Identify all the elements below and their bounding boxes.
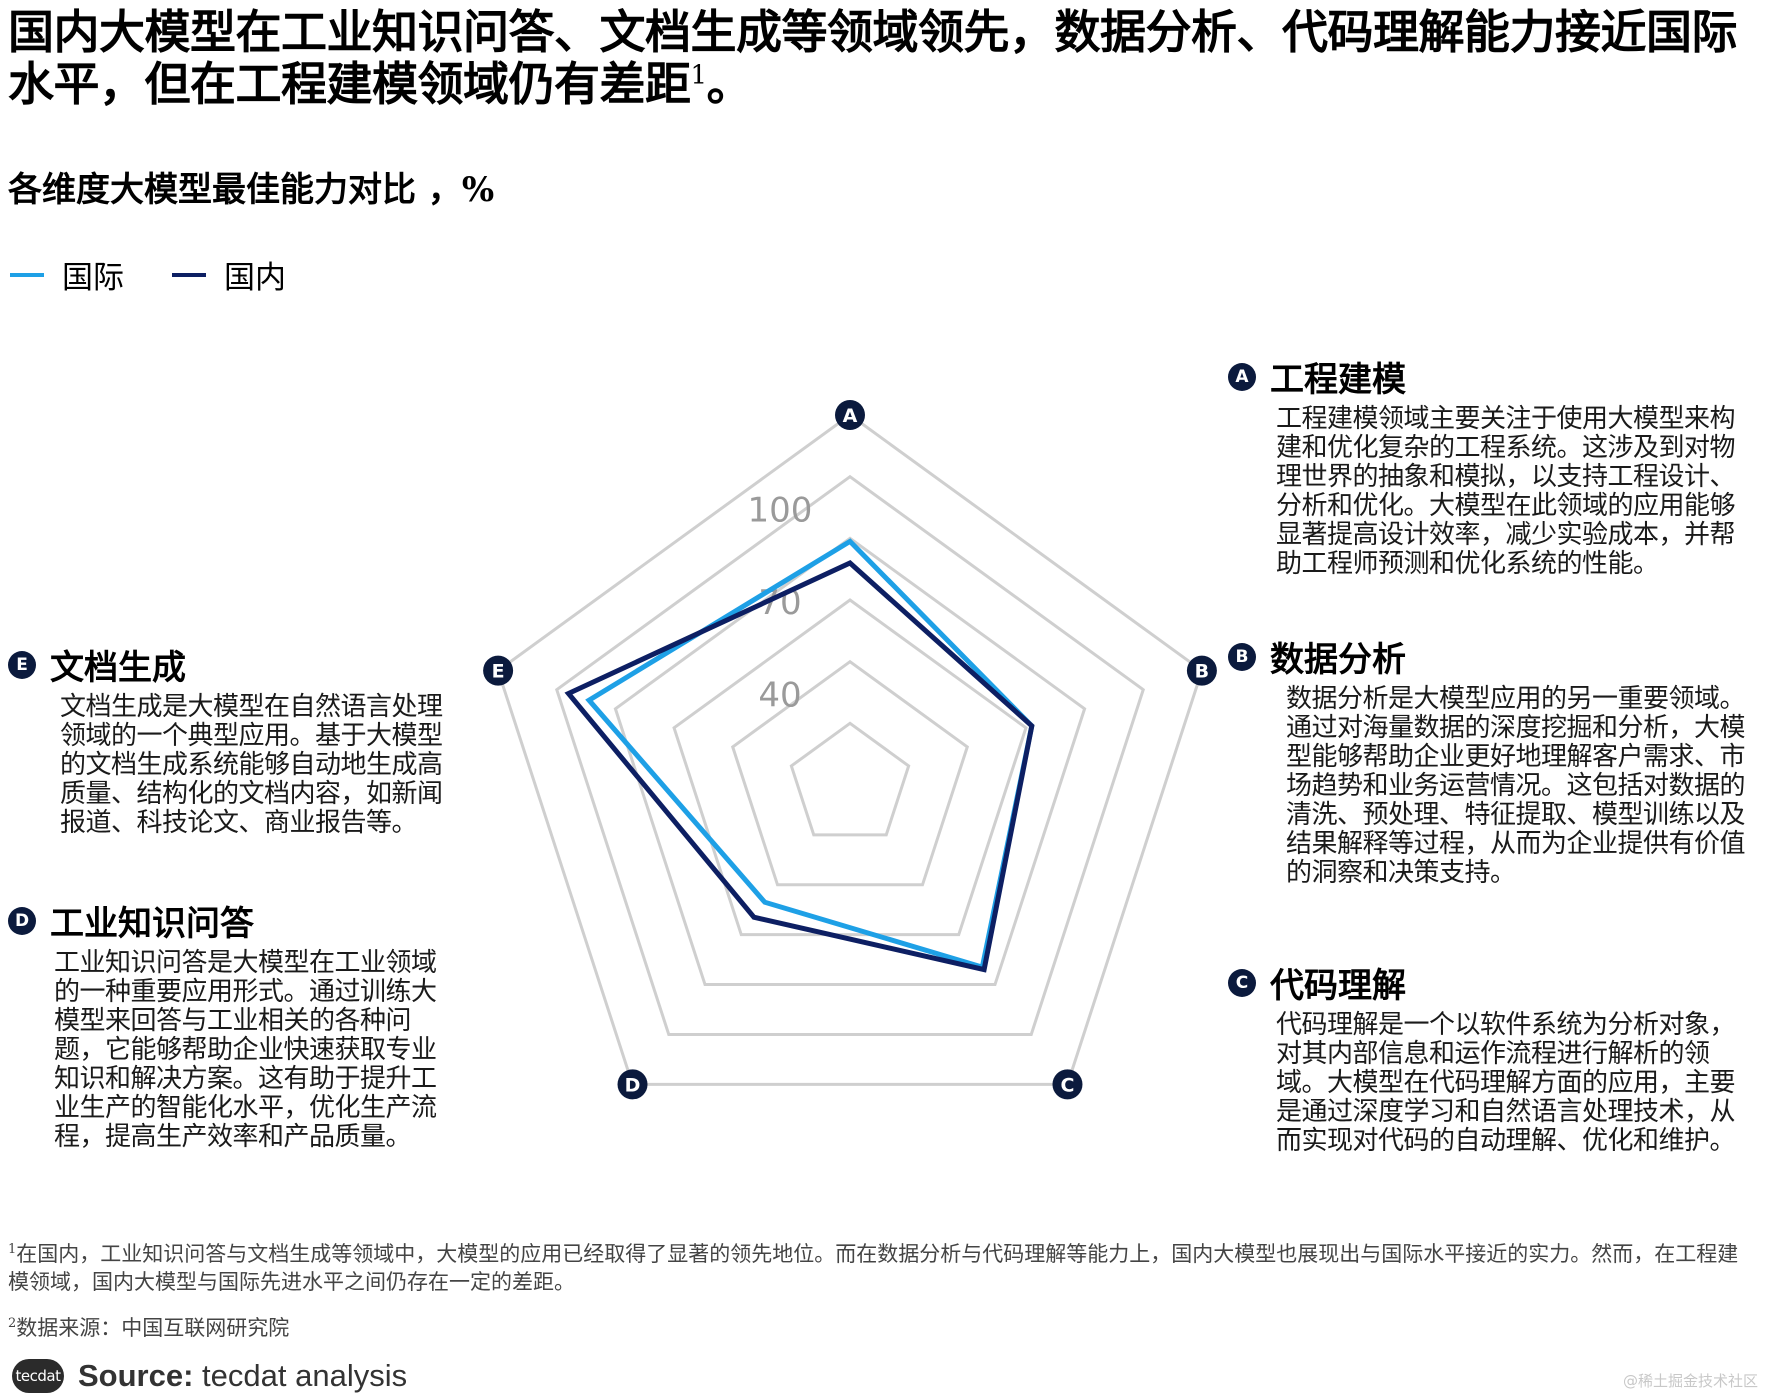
- grid-ring-30: [789, 721, 911, 837]
- headline-footnote-mark: 1: [690, 60, 708, 91]
- chart-subtitle: 各维度大模型最佳能力对比 ，%: [8, 170, 495, 210]
- axis-badge-e-icon: [483, 655, 514, 686]
- axis-badge-a-icon: [835, 400, 865, 430]
- headline-end: 。: [706, 57, 753, 111]
- headline-text: 国内大模型在工业知识问答、文档生成等领域领先，数据分析、代码理解能力接近国际水平…: [8, 5, 1738, 111]
- axis-badge-d-icon: [617, 1069, 648, 1100]
- series-line-international: [585, 538, 1035, 971]
- dimension-b-desc: 数据分析是大模型应用的另一重要领域。通过对海量数据的深度挖掘和分析，大模型能够帮…: [1286, 684, 1746, 888]
- axis-badge-b-icon: [1186, 655, 1217, 686]
- source-label: Source:: [78, 1358, 194, 1393]
- legend-swatch-domestic: [172, 272, 206, 277]
- footnote-1-number: 1: [8, 1242, 17, 1257]
- badge-b-icon: B: [1228, 642, 1256, 671]
- badge-d-icon: D: [8, 906, 36, 935]
- dimension-c-title: 代码理解: [1270, 966, 1406, 1006]
- source-line: tecdat Source: tecdat analysis: [12, 1358, 407, 1394]
- footnote-1-text: 在国内，工业知识问答与文档生成等领域中，大模型的应用已经取得了显著的领先地位。而…: [8, 1242, 1739, 1294]
- axis-badge-c-icon: [1052, 1069, 1083, 1100]
- grid-ring-110: [554, 474, 1146, 1036]
- legend-item-international: 国际: [10, 252, 124, 297]
- legend-label-international: 国际: [62, 260, 124, 296]
- source-text: Source: tecdat analysis: [78, 1358, 407, 1394]
- footnote-2-number: 2: [8, 1316, 17, 1331]
- dimension-c: C 代码理解 代码理解是一个以软件系统为分析对象，对其内部信息和运作流程进行解析的…: [1228, 958, 1748, 1156]
- grid-ring-90: [613, 536, 1087, 987]
- dimension-a: A 工程建模 工程建模领域主要关注于使用大模型来构建和优化复杂的工程系统。这涉及到…: [1228, 352, 1748, 579]
- tecdat-logo: tecdat: [12, 1359, 64, 1393]
- tick-label-100: 100: [748, 491, 813, 531]
- grid-ring-70: [672, 598, 1028, 937]
- legend-item-domestic: 国内: [172, 252, 286, 297]
- source-value: tecdat analysis: [202, 1358, 408, 1393]
- dimension-b: B 数据分析 数据分析是大模型应用的另一重要领域。通过对海量数据的深度挖掘和分析，…: [1228, 632, 1758, 888]
- axis-label-d: D: [625, 1074, 641, 1096]
- dimension-e: E 文档生成 文档生成是大模型在自然语言处理领域的一个典型应用。基于大模型的文档生…: [8, 640, 448, 838]
- series-line-domestic: [564, 560, 1035, 973]
- dimension-d-title: 工业知识问答: [50, 904, 254, 944]
- grid-ring-130: [496, 413, 1204, 1086]
- tick-label-40: 40: [758, 676, 801, 716]
- footnote-2: 2数据来源：中国互联网研究院: [8, 1310, 1748, 1342]
- dimension-b-title: 数据分析: [1270, 640, 1406, 680]
- dimension-a-desc: 工程建模领域主要关注于使用大模型来构建和优化复杂的工程系统。这涉及到对物理世界的…: [1276, 404, 1736, 579]
- axis-label-b: B: [1195, 661, 1209, 683]
- dimension-c-desc: 代码理解是一个以软件系统为分析对象，对其内部信息和运作流程进行解析的领域。大模型…: [1276, 1010, 1736, 1156]
- axis-label-a: A: [843, 405, 858, 427]
- grid-ring-50: [730, 659, 970, 887]
- axis-label-c: C: [1061, 1074, 1075, 1096]
- footnote-1: 1在国内，工业知识问答与文档生成等领域中，大模型的应用已经取得了显著的领先地位。…: [8, 1236, 1748, 1296]
- dimension-d-desc: 工业知识问答是大模型在工业领域的一种重要应用形式。通过训练大模型来回答与工业相关…: [54, 948, 437, 1152]
- legend-label-domestic: 国内: [224, 260, 286, 296]
- badge-a-icon: A: [1228, 362, 1256, 391]
- headline: 国内大模型在工业知识问答、文档生成等领域领先，数据分析、代码理解能力接近国际水平…: [8, 6, 1758, 110]
- footnote-2-text: 数据来源：中国互联网研究院: [16, 1316, 290, 1340]
- dimension-e-desc: 文档生成是大模型在自然语言处理领域的一个典型应用。基于大模型的文档生成系统能够自…: [60, 692, 443, 838]
- legend: 国际 国内: [10, 252, 316, 297]
- axis-label-e: E: [492, 661, 505, 683]
- legend-swatch-international: [10, 272, 44, 277]
- badge-e-icon: E: [8, 650, 36, 679]
- watermark: @稀土掘金技术社区: [1622, 1372, 1758, 1390]
- dimension-a-title: 工程建模: [1270, 360, 1406, 400]
- badge-c-icon: C: [1228, 968, 1256, 997]
- dimension-d: D 工业知识问答 工业知识问答是大模型在工业领域的一种重要应用形式。通过训练大模型…: [8, 896, 438, 1152]
- dimension-e-title: 文档生成: [50, 648, 186, 688]
